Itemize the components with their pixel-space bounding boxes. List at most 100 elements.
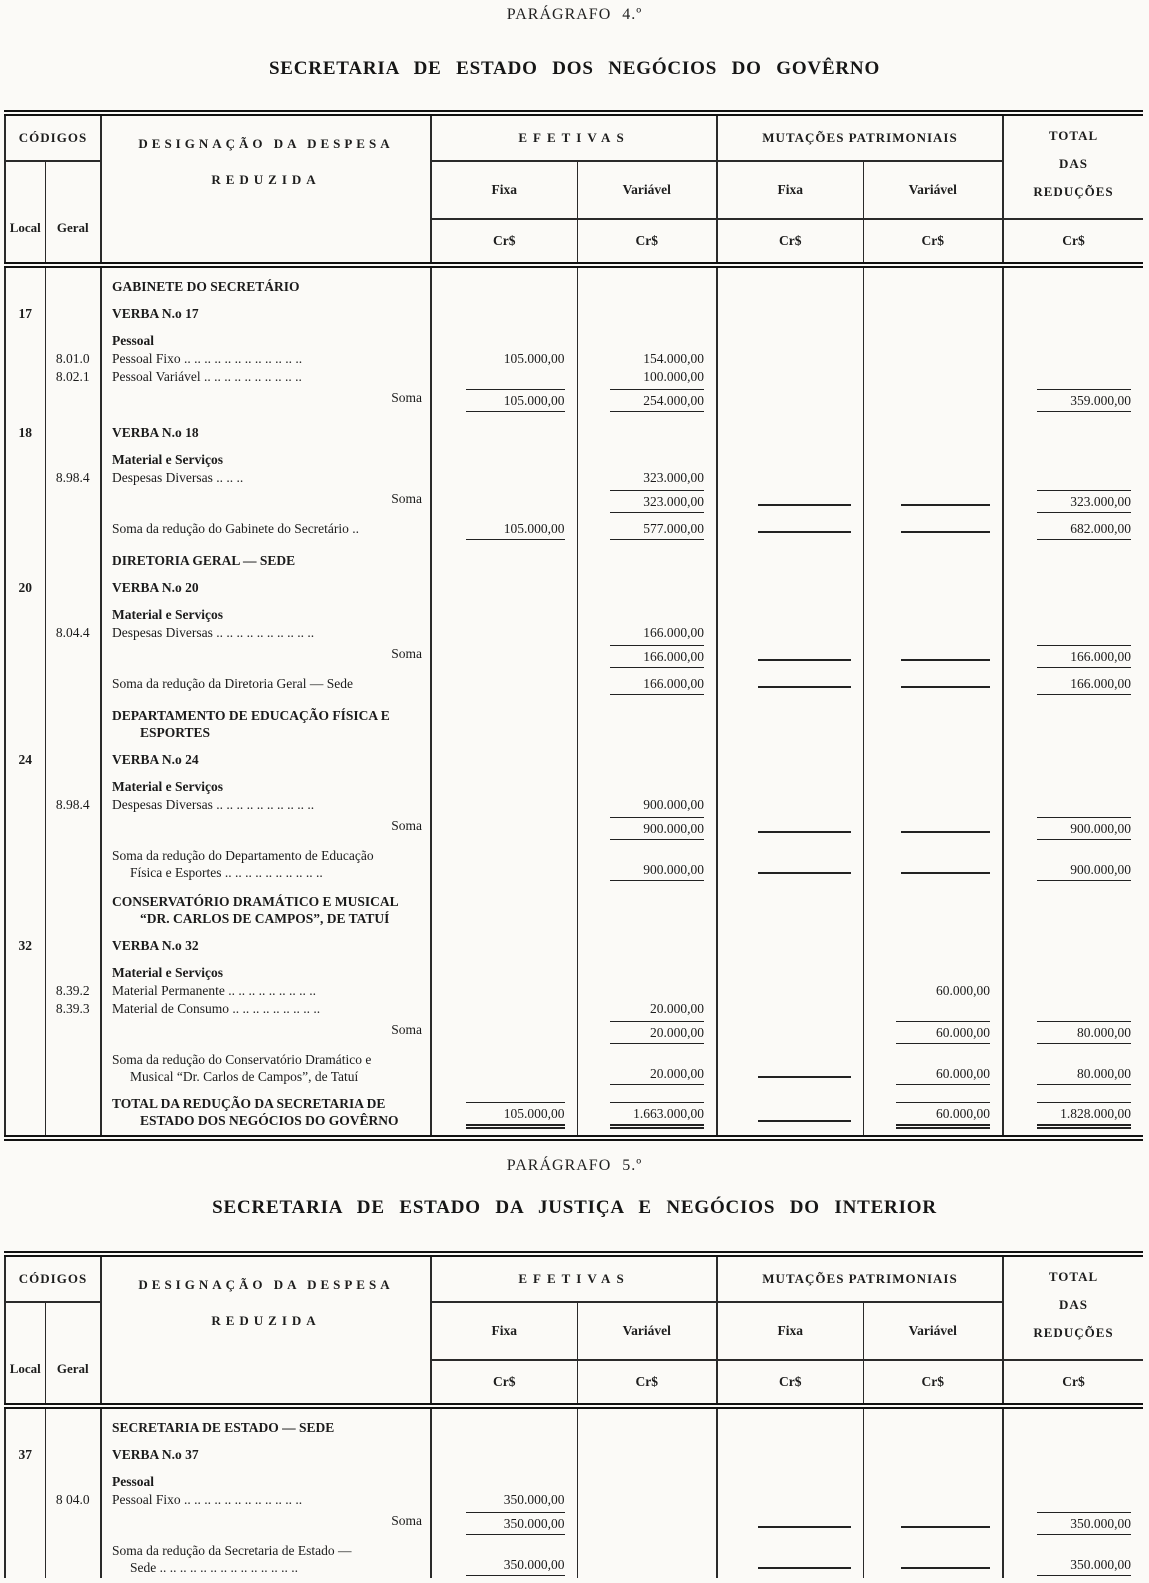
designacao-line1: Material e Serviços [112,452,223,467]
designacao-line2: Musical “Dr. Carlos de Campos”, de Tatuí [130,1069,359,1084]
amount: 900.000,00 [610,817,704,840]
cell-mutacoes-fixa [717,883,864,927]
header-mutacoes-variavel: Variável [863,161,1004,220]
cell-designacao: Soma [101,385,432,414]
cell-mutacoes-fixa [717,596,864,623]
designacao-line1: Material Permanente .. .. .. .. .. .. ..… [112,983,316,998]
amount: 166.000,00 [610,645,704,668]
row-verba: 32 VERBA N.o 32 [5,927,1143,954]
blank-sum-rule [757,1567,851,1569]
cell-mutacoes-variavel [863,295,1004,322]
cell-efetivas-variavel: 166.000,00 [577,670,718,697]
cell-mutacoes-fixa [717,697,864,741]
cell-efetivas-fixa [431,741,578,768]
designacao-line1: Despesas Diversas .. .. .. [112,470,244,485]
designacao-line1: VERBA N.o 24 [112,752,199,767]
designacao-line1: VERBA N.o 37 [112,1447,199,1462]
header-currency-total: Cr$ [1003,1360,1143,1409]
cell-total-das-reducoes: 80.000,00 [1003,1017,1143,1046]
row-verba: 17 VERBA N.o 17 [5,295,1143,322]
cell-total-das-reducoes [1003,623,1143,641]
cell-total-das-reducoes: 900.000,00 [1003,842,1143,883]
cell-codigo-geral [45,569,102,596]
cell-codigo-local [5,623,46,641]
amount: 350.000,00 [466,1512,565,1535]
cell-mutacoes-variavel [863,1508,1004,1537]
cell-total-das-reducoes: 900.000,00 [1003,813,1143,842]
cell-efetivas-fixa [431,981,578,999]
cell-codigo-local [5,981,46,999]
cell-efetivas-variavel [577,1406,718,1436]
designacao-line1: CONSERVATÓRIO DRAMÁTICO E MUSICAL [112,894,399,909]
cell-efetivas-fixa [431,999,578,1017]
row-item: 8.02.1 Pessoal Variável .. .. .. .. .. ..… [5,367,1143,385]
header-mutacoes-fixa: Fixa [717,161,864,220]
blank-sum-rule [757,504,851,506]
header-total-das-reducoes: TOTAL DAS REDUÇÕES [1003,1254,1143,1361]
designacao-line1: VERBA N.o 18 [112,425,199,440]
cell-efetivas-variavel: 254.000,00 [577,385,718,414]
cell-efetivas-fixa: 105.000,00 [431,349,578,367]
cell-total-das-reducoes: 80.000,00 [1003,1046,1143,1087]
row-item: 8.39.2 Material Permanente .. .. .. .. ..… [5,981,1143,999]
row-verba: 24 VERBA N.o 24 [5,741,1143,768]
cell-efetivas-variavel: 900.000,00 [577,795,718,813]
amount: 60.000,00 [896,1102,990,1129]
cell-mutacoes-variavel [863,954,1004,981]
cell-mutacoes-variavel [863,813,1004,842]
cell-codigo-local [5,1463,46,1490]
cell-efetivas-fixa [431,596,578,623]
cell-efetivas-fixa [431,468,578,486]
amount: 105.000,00 [466,1102,565,1129]
designacao-line2: ESTADO DOS NEGÓCIOS DO GOVÊRNO [140,1113,399,1128]
cell-mutacoes-fixa [717,542,864,569]
row-subhead: Pessoal [5,322,1143,349]
header-mutacoes-variavel: Variável [863,1302,1004,1361]
cell-total-das-reducoes [1003,349,1143,367]
cell-mutacoes-fixa [717,1436,864,1463]
cell-codigo-geral [45,1017,102,1046]
blank-sum-rule [901,531,990,533]
cell-efetivas-fixa: 350.000,00 [431,1508,578,1537]
cell-codigo-geral [45,542,102,569]
cell-total-das-reducoes: 350.000,00 [1003,1508,1143,1537]
cell-designacao: Pessoal Fixo .. .. .. .. .. .. .. .. .. … [101,1490,432,1508]
cell-codigo-geral [45,1508,102,1537]
designacao-line1: Soma da redução do Conservatório Dramáti… [112,1052,372,1067]
cell-mutacoes-variavel [863,927,1004,954]
cell-codigo-geral [45,515,102,542]
amount: 323.000,00 [1037,490,1131,513]
paragraph-5-heading: PARÁGRAFO 5.º [506,1157,643,1174]
cell-total-das-reducoes [1003,265,1143,295]
cell-efetivas-fixa [431,813,578,842]
header-currency-total: Cr$ [1003,219,1143,268]
cell-mutacoes-fixa [717,322,864,349]
designacao-line1: GABINETE DO SECRETÁRIO [112,279,300,294]
budget-table-paragraph-5: CÓDIGOS DESIGNAÇÃO DA DESPESA REDUZIDA E… [4,1251,1143,1578]
designacao-line2: Física e Esportes .. .. .. .. .. .. .. .… [130,865,323,880]
cell-efetivas-fixa [431,954,578,981]
header-codigos: CÓDIGOS [5,1254,102,1303]
cell-efetivas-variavel [577,569,718,596]
header-currency-mut-variavel: Cr$ [863,1360,1004,1409]
cell-efetivas-fixa [431,1463,578,1490]
row-item: 8.39.3 Material de Consumo .. .. .. .. ..… [5,999,1143,1017]
cell-mutacoes-variavel [863,670,1004,697]
cell-total-das-reducoes [1003,295,1143,322]
blank-sum-rule [901,1526,990,1528]
designacao-line2: Sede .. .. .. .. .. .. .. .. .. .. .. ..… [130,1560,298,1575]
cell-mutacoes-fixa [717,981,864,999]
cell-efetivas-fixa [431,265,578,295]
cell-codigo-local [5,1490,46,1508]
cell-efetivas-variavel: 20.000,00 [577,1046,718,1087]
cell-mutacoes-variavel: 60.000,00 [863,1046,1004,1087]
cell-mutacoes-fixa [717,954,864,981]
cell-codigo-geral: 8.01.0 [45,349,102,367]
cell-codigo-geral [45,670,102,697]
cell-codigo-geral [45,697,102,741]
cell-mutacoes-fixa [717,1508,864,1537]
cell-codigo-local [5,999,46,1017]
amount: 100.000,00 [643,369,704,384]
cell-designacao: Despesas Diversas .. .. .. .. .. .. .. .… [101,795,432,813]
cell-codigo-local [5,670,46,697]
